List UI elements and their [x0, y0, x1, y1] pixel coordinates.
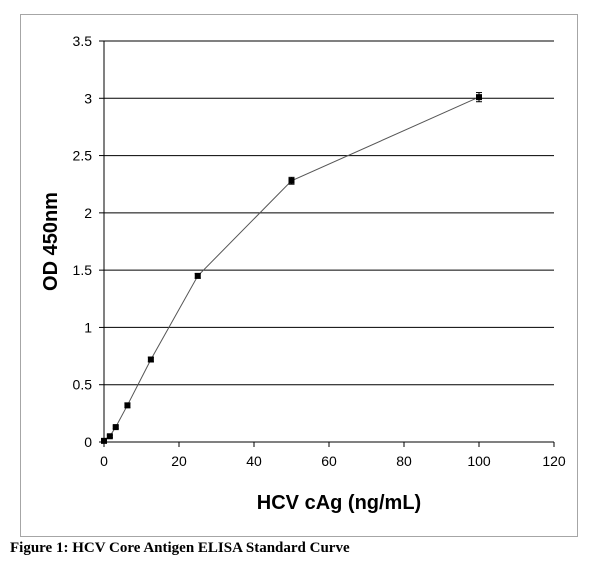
y-tick-label: 1	[84, 319, 92, 335]
x-tick-label: 60	[321, 453, 337, 469]
x-tick-label: 80	[396, 453, 412, 469]
y-tick-label: 2	[84, 205, 92, 221]
y-tick-label: 0	[84, 434, 92, 450]
data-point	[106, 433, 113, 440]
y-tick-label: 0.5	[73, 377, 93, 393]
data-point	[101, 437, 107, 444]
data-point	[147, 356, 154, 363]
x-axis-title: HCV cAg (ng/mL)	[257, 492, 421, 514]
data-point	[194, 272, 201, 279]
y-tick-label: 3.5	[73, 33, 93, 49]
x-tick-label: 20	[171, 453, 187, 469]
series-line-0	[103, 96, 480, 442]
data-point	[124, 402, 131, 409]
figure-caption: Figure 1: HCV Core Antigen ELISA Standar…	[10, 540, 350, 556]
x-tick-label: 100	[467, 453, 491, 469]
y-tick-label: 2.5	[73, 148, 93, 164]
y-axis-title: OD 450nm	[40, 192, 62, 291]
data-point	[112, 424, 119, 431]
y-tick-label: 3	[84, 90, 92, 106]
x-tick-label: 120	[542, 453, 566, 469]
data-point	[288, 177, 295, 184]
y-tick-label: 1.5	[73, 262, 93, 278]
data-point	[476, 94, 482, 101]
chart-frame: 0 0.5 1 1.5 2 2.5 3 3.5 0 20 40 60 80 100 120 HCV cAg (…	[20, 14, 578, 537]
x-tick-label: 40	[246, 453, 262, 469]
x-tick-label: 0	[100, 453, 108, 469]
chart: 0 0.5 1 1.5 2 2.5 3 3.5 0 20 40 60 80 100 120 HCV cAg (…	[40, 33, 566, 514]
